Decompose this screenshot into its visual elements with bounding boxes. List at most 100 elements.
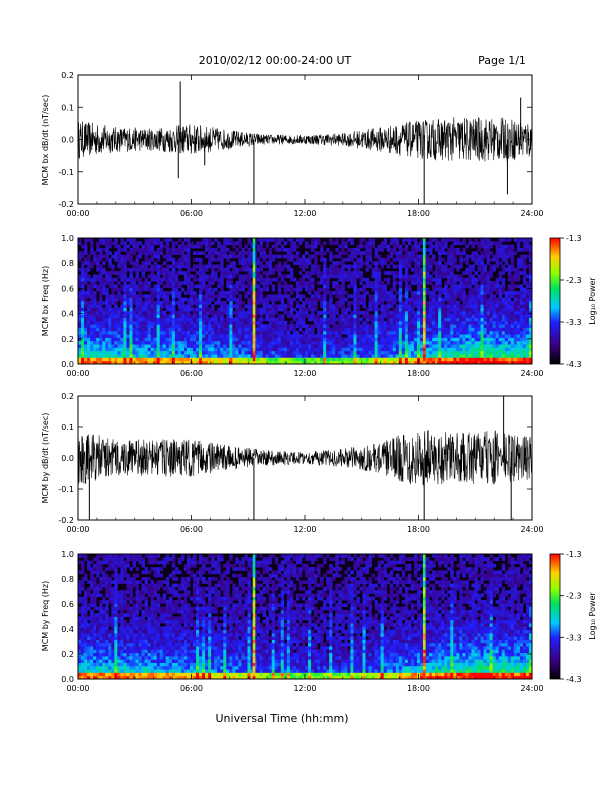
spectrogram-cell (326, 271, 330, 275)
spectrogram-cell (386, 307, 391, 312)
spectrogram-cell (189, 354, 194, 358)
spectrogram-cell (144, 244, 149, 249)
spectrogram-cell (280, 264, 285, 269)
spectrogram-cell (404, 287, 409, 292)
spectrogram-cell (144, 261, 149, 265)
spectrogram-cell (401, 360, 406, 365)
spectrogram-cell (90, 301, 94, 305)
spectrogram-cell (150, 320, 155, 325)
spectrogram-cell (177, 354, 182, 358)
spectrogram-cell (277, 330, 282, 335)
spectrogram-cell (450, 310, 454, 315)
spectrogram-cell (241, 344, 245, 348)
spectrogram-cell (335, 287, 339, 292)
spectrogram-cell (356, 247, 360, 252)
spectrogram-cell (102, 284, 106, 289)
spectrogram-cell (238, 274, 242, 279)
spectrogram-cell (232, 244, 236, 249)
spectrogram-cell (326, 291, 330, 295)
spectrogram-cell (498, 334, 503, 338)
spectrogram-cell (438, 284, 442, 289)
spectrogram-cell (365, 354, 369, 358)
spectrogram-cell (522, 241, 527, 246)
spectrogram-cell (386, 247, 391, 252)
spectrogram-cell (392, 317, 397, 322)
spectrogram-cell (353, 310, 357, 315)
spectrogram-cell (459, 291, 463, 295)
spectrogram-cell (126, 347, 130, 352)
spectrogram-cell (214, 271, 218, 275)
spectrogram-cell (435, 277, 439, 282)
spectrogram-cell (383, 344, 388, 348)
spectrogram-cell (280, 284, 285, 289)
spectrogram-cell (429, 304, 433, 309)
spectrogram-cell (238, 261, 242, 265)
spectrogram-cell (462, 277, 466, 282)
spectrogram-cell (84, 632, 88, 637)
spectrogram-cell (344, 310, 348, 315)
spectrogram-cell (78, 580, 82, 585)
spectrogram-cell (84, 314, 88, 318)
event-streak (422, 324, 426, 328)
spectrogram-cell (374, 350, 379, 355)
spectrogram-cell (489, 284, 494, 289)
spectrogram-cell (380, 294, 385, 299)
spectrogram-cell (81, 646, 85, 650)
spectrogram-cell (135, 267, 139, 272)
spectrogram-cell (410, 254, 415, 259)
spectrogram-cell (519, 307, 524, 312)
spectrogram-cell (480, 304, 484, 309)
spectrogram-cell (247, 310, 251, 315)
spectrogram-cell (193, 297, 197, 302)
spectrogram-cell (501, 350, 506, 355)
spectrogram-cell (426, 301, 430, 305)
spectrogram-cell (335, 317, 339, 322)
spectrogram-cell (271, 294, 276, 299)
spectrogram-cell (295, 317, 300, 322)
spectrogram-cell (211, 304, 215, 309)
spectrogram-cell (229, 357, 233, 362)
spectrogram-cell (528, 357, 533, 362)
spectrogram-cell (156, 304, 161, 309)
spectrogram-cell (398, 291, 403, 295)
spectrogram-cell (280, 317, 285, 322)
spectrogram-cell (99, 254, 103, 259)
spectrogram-cell (450, 254, 454, 259)
spectrogram-cell (323, 347, 327, 352)
spectrogram-cell (456, 350, 460, 355)
spectrogram-cell (444, 238, 448, 242)
spectrogram-cell (395, 324, 400, 328)
spectrogram-cell (87, 672, 91, 677)
spectrogram-cell (229, 314, 233, 318)
spectrogram-cell (462, 330, 466, 335)
spectrogram-cell (168, 274, 173, 279)
spectrogram-cell (174, 281, 179, 285)
spectrogram-cell (220, 244, 224, 249)
spectrogram-cell (383, 287, 388, 292)
spectrogram-cell (308, 284, 312, 289)
spectrogram-cell (138, 291, 142, 295)
spectrogram-cell (513, 334, 518, 338)
spectrogram-cell (447, 254, 451, 259)
spectrogram-cell (286, 344, 291, 348)
spectrogram-cell (456, 327, 460, 332)
spectrogram-cell (501, 327, 506, 332)
spectrogram-cell (301, 337, 306, 342)
spectrogram-cell (420, 304, 424, 309)
spectrogram-cell (441, 310, 445, 315)
spectrogram-cell (78, 257, 82, 262)
spectrogram-cell (504, 360, 509, 365)
spectrogram-cell (117, 281, 121, 285)
spectrogram-cell (459, 340, 463, 345)
spectrogram-cell (156, 337, 161, 342)
spectrogram-cell (283, 347, 288, 352)
spectrogram-cell (271, 314, 276, 318)
spectrogram-cell (117, 327, 121, 332)
spectrogram-cell (441, 304, 445, 309)
spectrogram-cell (320, 277, 324, 282)
spectrogram-cell (208, 350, 212, 355)
spectrogram-cell (229, 320, 233, 325)
spectrogram-cell (492, 324, 497, 328)
spectrogram-cell (410, 281, 415, 285)
spectrogram-cell (81, 274, 85, 279)
